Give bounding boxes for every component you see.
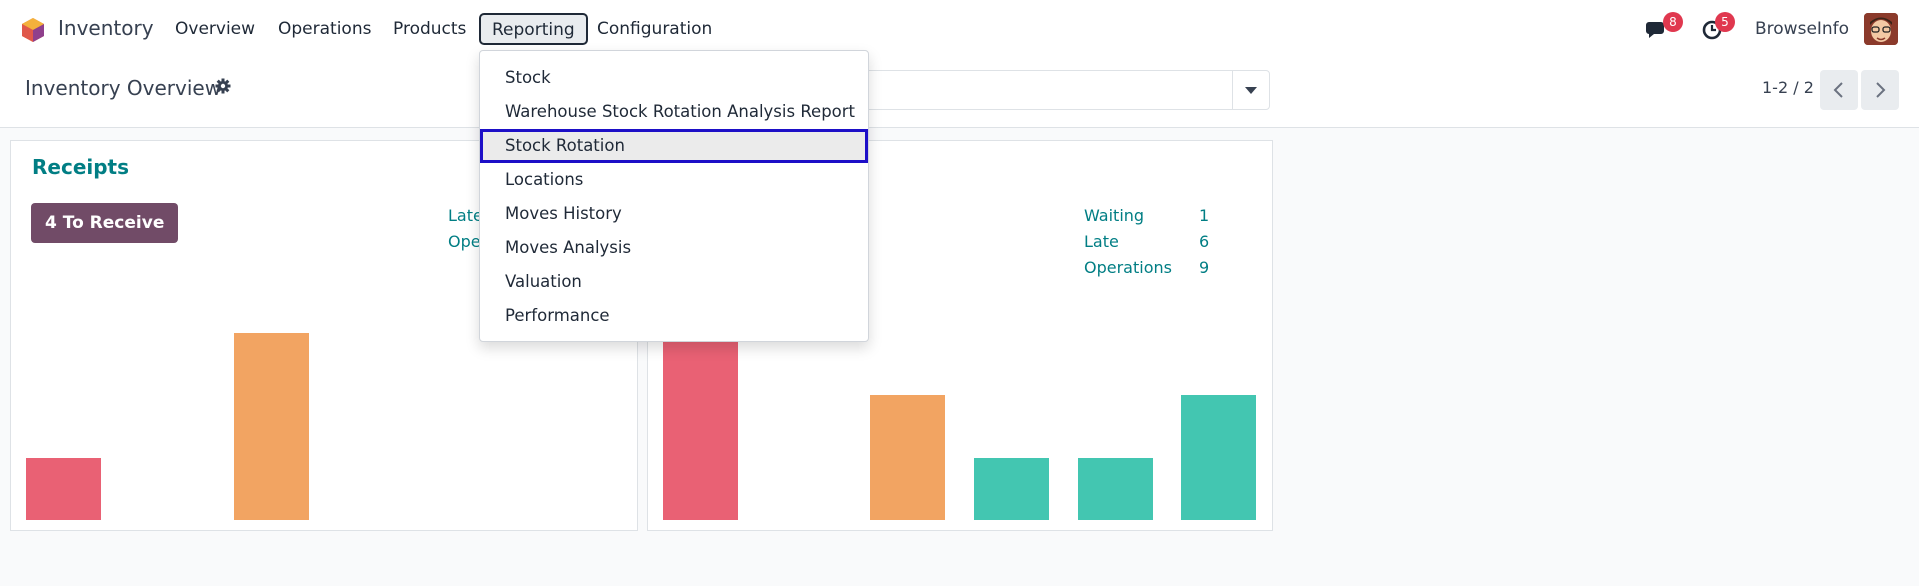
page-title: Inventory Overview [25, 76, 222, 100]
pager-next-button[interactable] [1861, 70, 1899, 110]
pager-previous-button[interactable] [1820, 70, 1858, 110]
graph-bar[interactable] [870, 395, 945, 520]
menu-item-valuation[interactable]: Valuation [505, 272, 582, 291]
stat-label-operations[interactable]: Ope [448, 232, 481, 251]
menu-item-warehouse-stock-rotation-report[interactable]: Warehouse Stock Rotation Analysis Report [505, 102, 856, 121]
graph-bar[interactable] [1078, 458, 1153, 520]
app-name[interactable]: Inventory [58, 16, 154, 40]
menu-configuration[interactable]: Configuration [597, 19, 713, 39]
graph-bar[interactable] [974, 458, 1049, 520]
stat-label-operations[interactable]: Operations [1084, 258, 1172, 277]
menu-item-performance[interactable]: Performance [505, 306, 610, 325]
menu-item-stock-rotation[interactable]: Stock Rotation [480, 129, 868, 163]
chevron-left-icon [1833, 82, 1843, 98]
stat-label-late[interactable]: Late [1084, 232, 1119, 251]
menu-operations[interactable]: Operations [278, 19, 372, 39]
caret-down-icon [1245, 86, 1257, 94]
stat-value-late[interactable]: 6 [1199, 232, 1210, 251]
messages-icon[interactable] [1644, 16, 1670, 42]
user-avatar[interactable] [1864, 13, 1898, 45]
menu-item-locations[interactable]: Locations [505, 170, 584, 189]
stat-value-operations[interactable]: 9 [1199, 258, 1210, 277]
card-title[interactable]: Receipts [32, 155, 130, 179]
menu-item-moves-history[interactable]: Moves History [505, 204, 622, 223]
search-options-toggle[interactable] [1232, 71, 1269, 109]
reporting-dropdown-menu: Stock Warehouse Stock Rotation Analysis … [479, 50, 869, 342]
chevron-right-icon [1876, 82, 1886, 98]
gear-icon[interactable] [215, 78, 231, 98]
menu-item-stock[interactable]: Stock [505, 68, 551, 87]
control-panel: Inventory Overview 1-2 / 2 [0, 56, 1919, 128]
inventory-app-icon[interactable] [19, 16, 47, 44]
search-box[interactable] [860, 70, 1270, 110]
stat-label-late[interactable]: Late [448, 206, 483, 225]
graph-bar[interactable] [1181, 395, 1256, 520]
to-receive-button[interactable]: 4 To Receive [31, 203, 179, 243]
graph-bar[interactable] [234, 333, 309, 520]
pager-value[interactable]: 1-2 / 2 [1762, 78, 1814, 97]
user-name[interactable]: BrowseInfo [1755, 19, 1850, 39]
stat-label-waiting[interactable]: Waiting [1084, 206, 1145, 225]
messages-badge: 8 [1663, 12, 1683, 32]
activities-badge: 5 [1715, 12, 1735, 32]
menu-products[interactable]: Products [393, 19, 467, 39]
top-navbar: Inventory Overview Operations Products R… [0, 0, 1919, 56]
graph-bar[interactable] [663, 333, 738, 520]
menu-item-moves-analysis[interactable]: Moves Analysis [505, 238, 632, 257]
graph-bar[interactable] [26, 458, 101, 520]
stat-value-waiting[interactable]: 1 [1199, 206, 1210, 225]
menu-reporting[interactable]: Reporting [479, 13, 588, 45]
menu-overview[interactable]: Overview [175, 19, 256, 39]
